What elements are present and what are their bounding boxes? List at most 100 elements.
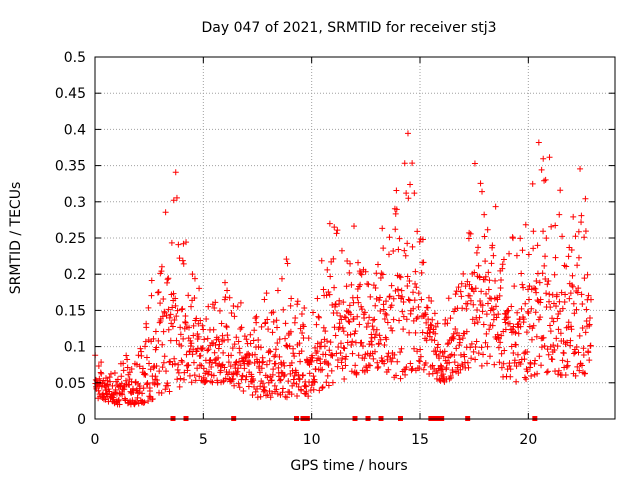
data-point: [421, 312, 428, 319]
data-point: [177, 331, 184, 338]
data-point: [274, 390, 281, 397]
data-point: [191, 295, 198, 302]
data-point: [266, 347, 273, 354]
data-point: [339, 355, 346, 362]
data-point: [571, 310, 578, 317]
data-point: [515, 330, 522, 337]
data-point: [270, 366, 277, 373]
data-point: [246, 359, 253, 366]
data-point: [534, 242, 541, 249]
data-point: [114, 376, 121, 383]
data-point: [262, 319, 269, 326]
data-point: [347, 331, 354, 338]
data-point: [399, 308, 406, 315]
data-point: [317, 367, 324, 374]
data-point: [542, 253, 549, 260]
data-point: [299, 329, 306, 336]
data-point: [194, 330, 201, 337]
data-point: [399, 293, 406, 300]
data-point: [474, 319, 481, 326]
data-point: [280, 359, 287, 366]
data-point: [416, 238, 423, 245]
data-point: [442, 357, 449, 364]
data-point: [299, 372, 306, 379]
data-point: [396, 317, 403, 324]
data-point: [153, 344, 160, 351]
data-point: [340, 328, 347, 335]
data-point: [160, 328, 167, 335]
data-point: [405, 195, 412, 202]
data-point: [410, 289, 417, 296]
data-point: [221, 364, 228, 371]
data-point: [235, 380, 242, 387]
data-point: [222, 375, 229, 382]
data-point: [429, 362, 436, 369]
data-point: [157, 300, 164, 307]
data-point: [217, 367, 224, 374]
data-point: [397, 375, 404, 382]
data-point: [205, 346, 212, 353]
data-point: [334, 357, 341, 364]
data-point: [314, 348, 321, 355]
data-point: [415, 304, 422, 311]
data-point: [511, 357, 518, 364]
data-point: [548, 223, 555, 230]
data-point: [441, 348, 448, 355]
data-point: [369, 323, 376, 330]
data-point: [331, 324, 338, 331]
data-point: [512, 341, 519, 348]
data-point: [544, 281, 551, 288]
data-point: [152, 373, 159, 380]
data-point: [530, 245, 537, 252]
data-point: [461, 353, 468, 360]
data-point: [166, 388, 173, 395]
data-point: [337, 312, 344, 319]
data-point: [239, 372, 246, 379]
data-point: [306, 370, 313, 377]
data-point: [393, 187, 400, 194]
data-point: [332, 301, 339, 308]
data-point: [270, 309, 277, 316]
data-point: [517, 235, 524, 242]
data-point: [338, 316, 345, 323]
data-point: [471, 269, 478, 276]
data-point: [183, 351, 190, 358]
data-point: [424, 304, 431, 311]
y-tick-label: 0.5: [64, 50, 86, 66]
data-point: [195, 320, 202, 327]
data-point: [180, 260, 187, 267]
data-point: [204, 347, 211, 354]
data-point: [158, 389, 165, 396]
data-point: [168, 239, 175, 246]
data-point: [520, 316, 527, 323]
data-point: [282, 335, 289, 342]
data-point: [188, 303, 195, 310]
data-point: [544, 368, 551, 375]
data-point: [169, 304, 176, 311]
data-point: [412, 280, 419, 287]
data-point: [553, 291, 560, 298]
data-point: [464, 359, 471, 366]
data-point: [314, 295, 321, 302]
data-point: [506, 250, 513, 257]
data-point: [510, 349, 517, 356]
data-point: [374, 261, 381, 268]
data-point: [523, 329, 530, 336]
data-point: [174, 307, 181, 314]
x-axis-label: GPS time / hours: [290, 458, 407, 474]
data-point: [463, 328, 470, 335]
data-point: [486, 353, 493, 360]
data-point: [493, 314, 500, 321]
data-point: [572, 372, 579, 379]
data-point: [532, 309, 539, 316]
data-point: [570, 300, 577, 307]
data-point: [253, 313, 260, 320]
data-point: [225, 336, 232, 343]
data-point: [547, 304, 554, 311]
data-point: [480, 351, 487, 358]
data-point: [209, 379, 216, 386]
data-point: [406, 297, 413, 304]
data-point: [580, 352, 587, 359]
data-point: [234, 303, 241, 310]
data-point: [159, 364, 166, 371]
